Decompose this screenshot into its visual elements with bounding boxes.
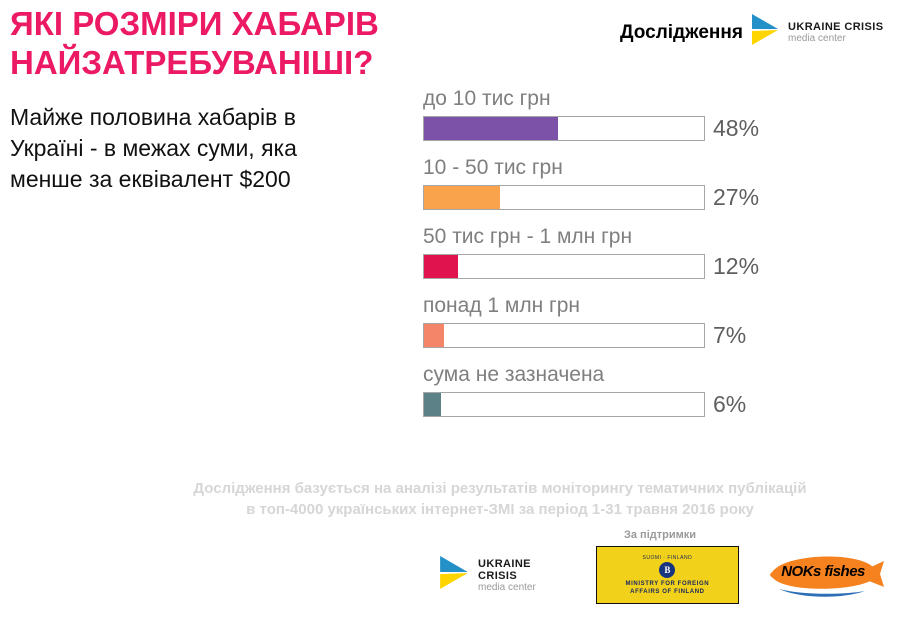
bar-value-label: 12%	[713, 253, 760, 279]
bar-category-label: понад 1 млн грн	[423, 294, 580, 317]
methodology-note: Дослідження базується на аналізі результ…	[130, 478, 870, 520]
intro-text: Майже половина хабарів в Україні - в меж…	[10, 104, 297, 192]
chart-row: сума не зазначена 6%	[423, 364, 763, 418]
ucmc-triangle-icon	[440, 555, 470, 595]
finland-logo-line1: MINISTRY FOR FOREIGN	[625, 580, 710, 587]
page-title: ЯКІ РОЗМІРИ ХАБАРІВ НАЙЗАТРЕБУВАНІШІ?	[10, 4, 379, 82]
bar-line: 12%	[423, 253, 763, 280]
bar-line: 48%	[423, 115, 763, 142]
finland-ministry-logo: SUOMI · FINLAND B MINISTRY FOR FOREIGN A…	[595, 546, 740, 604]
support-label: За підтримки	[623, 529, 697, 541]
chart-row: 50 тис грн - 1 млн грн 12%	[423, 226, 763, 280]
ucmc-logo-line2: media center	[478, 581, 536, 593]
bar-value-label: 48%	[713, 115, 760, 141]
noks-fishes-logo: NOKs fishes	[767, 549, 885, 601]
noks-logo-text: NOKs fishes	[781, 563, 865, 580]
bar-track	[423, 185, 705, 210]
fish-icon	[770, 556, 885, 597]
bar-value-label: 27%	[713, 184, 760, 210]
bar-fill	[424, 255, 458, 278]
bar-fill	[424, 186, 500, 209]
ucmc-logo-bottom: UKRAINE CRISIS media center	[440, 555, 568, 595]
page-title-line1: ЯКІ РОЗМІРИ ХАБАРІВ	[10, 5, 379, 42]
finland-emblem-icon: B	[659, 561, 676, 578]
partner-logos-row: UKRAINE CRISIS media center SUOMI · FINL…	[440, 546, 885, 604]
ucmc-logo-text: UKRAINE CRISIS media center	[478, 558, 568, 593]
bar-line: 27%	[423, 184, 763, 211]
methodology-note-line1: Дослідження базується на аналізі результ…	[193, 480, 807, 497]
chart-row: до 10 тис грн 48%	[423, 88, 763, 142]
finland-logo-line2: AFFAIRS OF FINLAND	[630, 588, 705, 595]
ucmc-logo-top: UKRAINE CRISIS media center	[752, 14, 883, 51]
bar-category-label: до 10 тис грн	[423, 87, 551, 110]
bar-track	[423, 254, 705, 279]
ucmc-logo-line1: UKRAINE CRISIS	[478, 557, 531, 582]
bar-category-label: 10 - 50 тис грн	[423, 156, 563, 179]
bar-value-label: 7%	[713, 322, 747, 348]
bar-fill	[424, 324, 444, 347]
ucmc-logo-line1: UKRAINE CRISIS	[788, 21, 884, 33]
chart-row: понад 1 млн грн 7%	[423, 295, 763, 349]
bar-value-label: 6%	[713, 391, 747, 417]
finland-logo-top-text: SUOMI · FINLAND	[642, 554, 693, 561]
bar-fill	[424, 393, 441, 416]
bar-category-label: 50 тис грн - 1 млн грн	[423, 225, 633, 248]
bar-line: 6%	[423, 391, 763, 418]
research-label: Дослідження	[620, 22, 743, 43]
ucmc-logo-line2: media center	[788, 33, 846, 44]
chart-row: 10 - 50 тис грн 27%	[423, 157, 763, 211]
bar-line: 7%	[423, 322, 763, 349]
bar-category-label: сума не зазначена	[423, 363, 605, 386]
bar-track	[423, 392, 705, 417]
ucmc-triangle-icon	[752, 14, 780, 51]
bar-track	[423, 323, 705, 348]
page-title-line2: НАЙЗАТРЕБУВАНІШІ?	[10, 44, 374, 81]
methodology-note-line2: в топ-4000 українських інтернет-ЗМІ за п…	[246, 501, 754, 518]
ucmc-logo-text: UKRAINE CRISIS media center	[788, 21, 883, 44]
bar-chart: до 10 тис грн 48% 10 - 50 тис грн 27% 50 тис…	[423, 88, 763, 433]
bar-track	[423, 116, 705, 141]
bar-fill	[424, 117, 559, 140]
